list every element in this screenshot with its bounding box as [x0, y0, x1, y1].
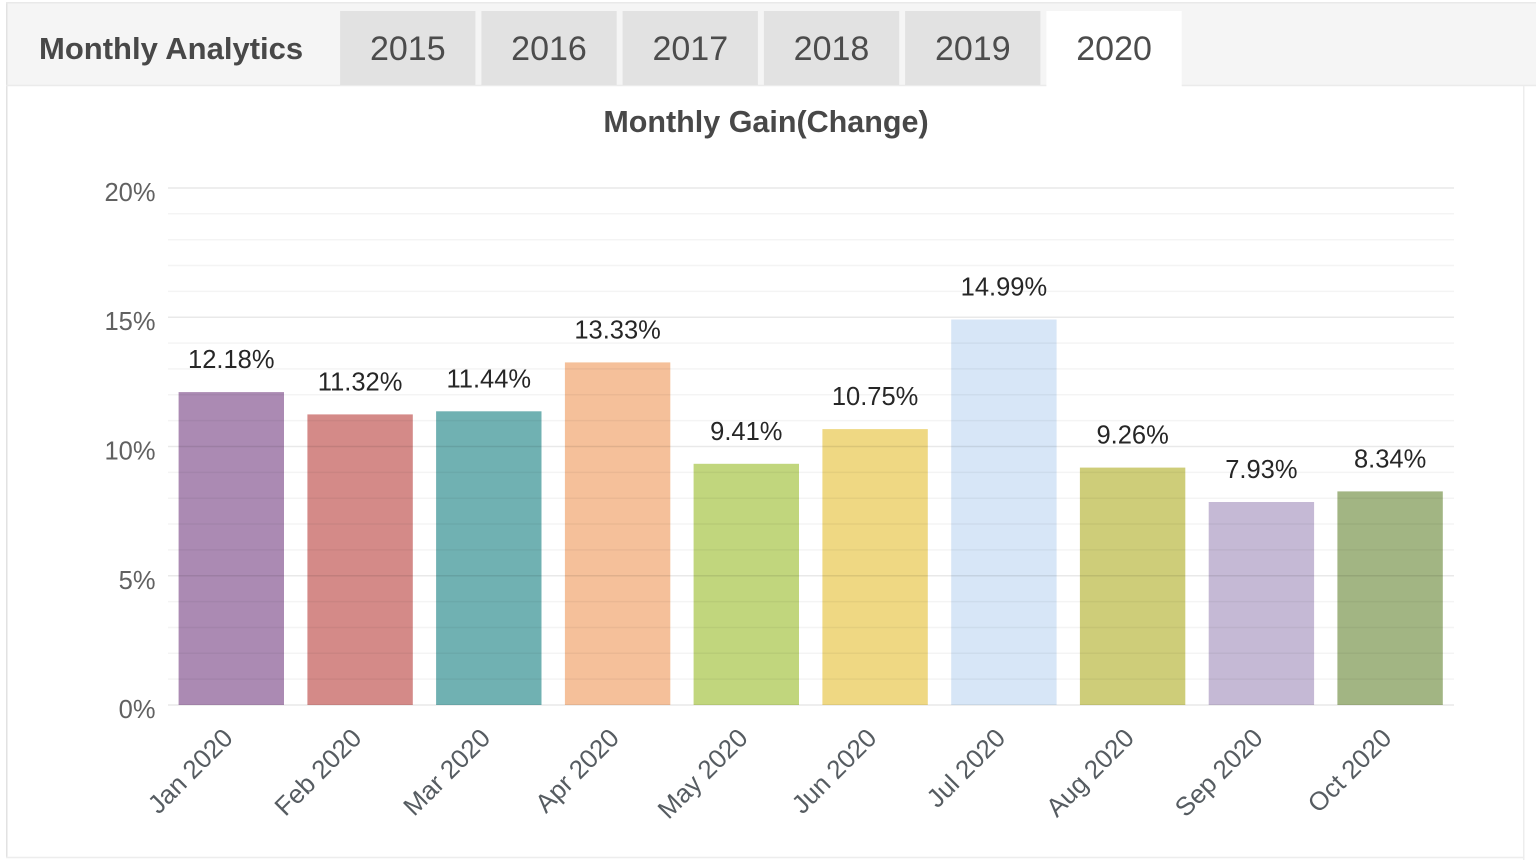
svg-text:0%: 0% — [119, 696, 156, 724]
svg-text:5%: 5% — [119, 567, 156, 595]
svg-text:2016: 2016 — [511, 30, 587, 68]
svg-text:Monthly Analytics: Monthly Analytics — [39, 31, 303, 66]
svg-text:Monthly Gain(Change): Monthly Gain(Change) — [603, 105, 928, 139]
svg-text:9.26%: 9.26% — [1096, 422, 1168, 450]
svg-text:8.34%: 8.34% — [1354, 445, 1426, 473]
svg-text:15%: 15% — [104, 308, 155, 336]
svg-text:2020: 2020 — [1076, 30, 1152, 68]
svg-text:10.75%: 10.75% — [832, 383, 919, 411]
svg-text:7.93%: 7.93% — [1225, 456, 1297, 484]
svg-text:13.33%: 13.33% — [574, 316, 661, 344]
svg-text:20%: 20% — [104, 179, 155, 207]
svg-text:12.18%: 12.18% — [188, 346, 275, 374]
svg-text:14.99%: 14.99% — [961, 274, 1048, 302]
svg-text:9.41%: 9.41% — [710, 418, 782, 446]
svg-text:2017: 2017 — [652, 30, 728, 68]
svg-text:2018: 2018 — [794, 30, 870, 68]
svg-text:11.44%: 11.44% — [447, 365, 532, 393]
svg-text:11.32%: 11.32% — [318, 368, 403, 396]
svg-text:10%: 10% — [104, 438, 155, 466]
svg-text:2015: 2015 — [370, 30, 446, 68]
svg-text:2019: 2019 — [935, 30, 1011, 68]
